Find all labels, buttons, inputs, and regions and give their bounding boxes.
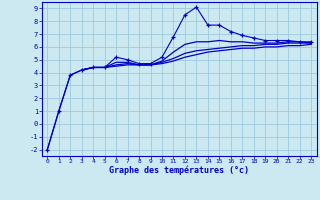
X-axis label: Graphe des températures (°c): Graphe des températures (°c) — [109, 166, 249, 175]
